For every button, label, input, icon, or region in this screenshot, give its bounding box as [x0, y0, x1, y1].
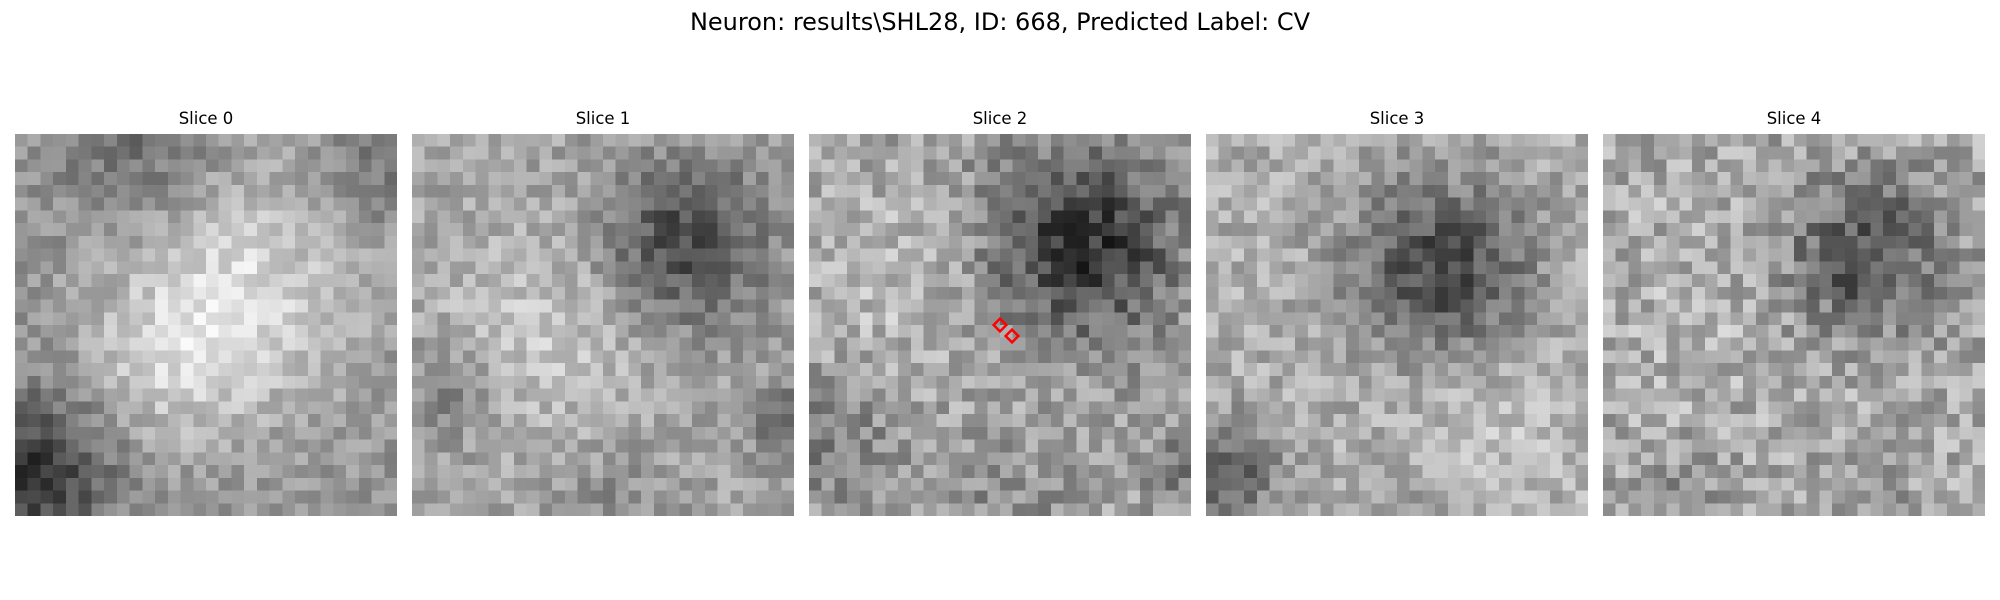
- slice-title: Slice 4: [1603, 108, 1985, 134]
- slice-title: Slice 2: [809, 108, 1191, 134]
- slice-panel-0: Slice 0: [15, 108, 397, 516]
- slice-image-2: [809, 134, 1191, 516]
- slice-panel-3: Slice 3: [1206, 108, 1588, 516]
- slice-title: Slice 0: [15, 108, 397, 134]
- slice-image-4: [1603, 134, 1985, 516]
- slice-image-1: [412, 134, 794, 516]
- slice-image-0: [15, 134, 397, 516]
- slice-panel-1: Slice 1: [412, 108, 794, 516]
- slice-panel-4: Slice 4: [1603, 108, 1985, 516]
- slice-title: Slice 3: [1206, 108, 1588, 134]
- slice-title: Slice 1: [412, 108, 794, 134]
- slice-image-3: [1206, 134, 1588, 516]
- slice-panel-2: Slice 2: [809, 108, 1191, 516]
- figure-title: Neuron: results\SHL28, ID: 668, Predicte…: [0, 6, 2000, 38]
